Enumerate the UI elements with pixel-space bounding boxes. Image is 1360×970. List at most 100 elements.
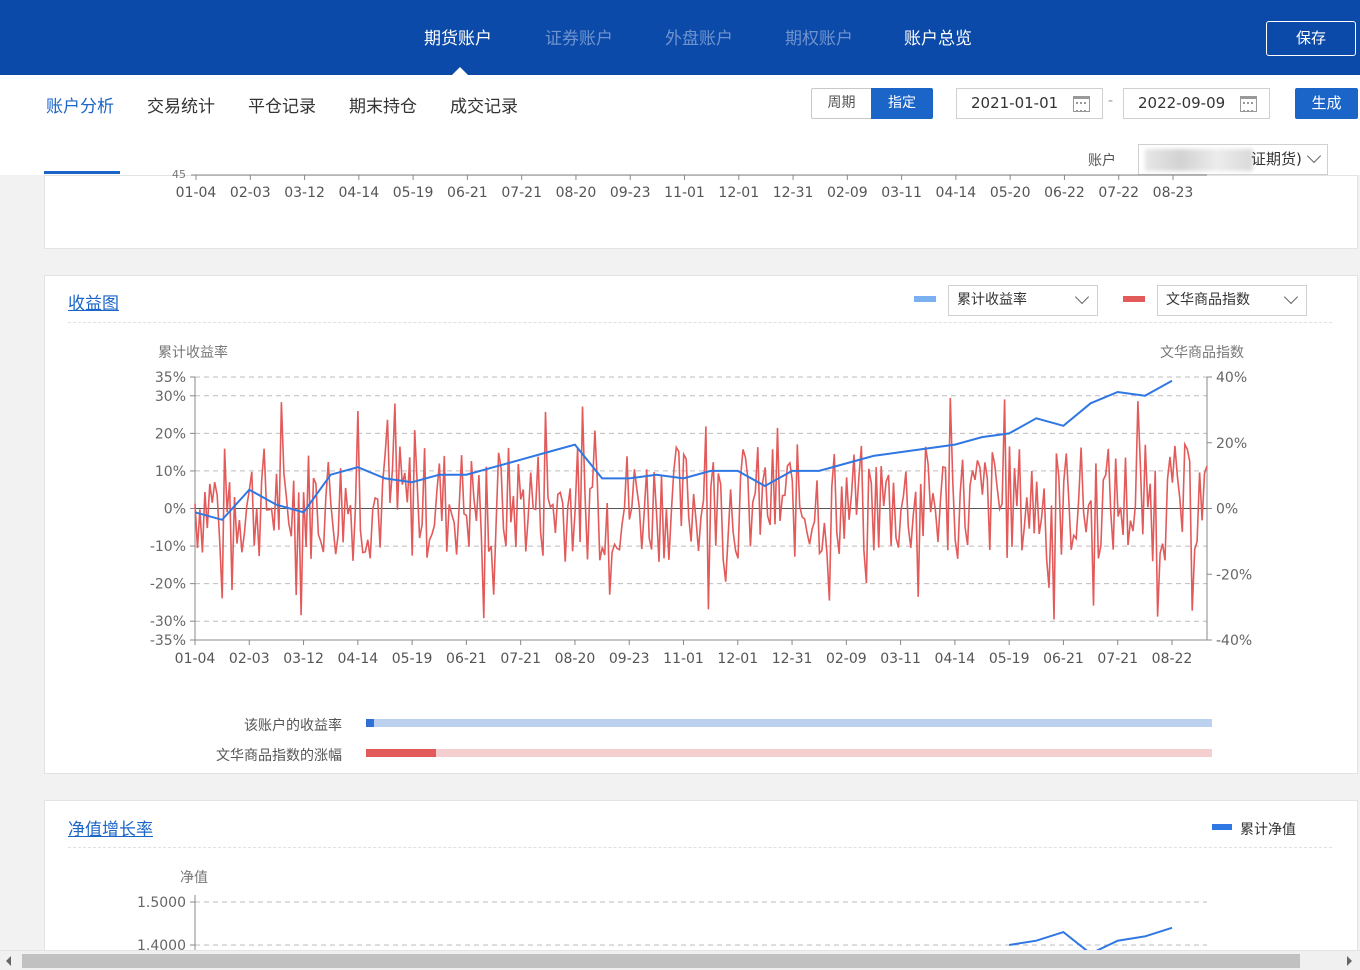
start-date-input[interactable]: 2021-01-01	[956, 88, 1103, 119]
x-tick-label: 12-01	[717, 651, 758, 667]
x-tick-label: 02-09	[827, 185, 868, 201]
y-left-tick-label: 20%	[155, 426, 186, 442]
end-date-value: 2022-09-09	[1138, 94, 1226, 112]
x-tick-label: 07-21	[500, 651, 541, 667]
subtab-trade-records[interactable]: 成交记录	[450, 97, 518, 117]
x-tick-label: 02-03	[230, 185, 271, 201]
x-tick-label: 04-14	[338, 185, 379, 201]
x-tick-label: 04-14	[936, 185, 977, 201]
x-tick-label: 12-31	[773, 185, 814, 201]
period-toggle-button[interactable]: 周期	[811, 88, 872, 119]
x-tick-label: 06-21	[446, 651, 487, 667]
y-right-axis-title: 文华商品指数	[1160, 345, 1244, 361]
y-right-tick-label: 0%	[1216, 502, 1238, 518]
legend-swatch-net-value	[1212, 824, 1232, 830]
returns-card-title[interactable]: 收益图	[68, 294, 119, 314]
y-left-tick-label: -20%	[150, 577, 186, 593]
y-right-tick-label: -40%	[1216, 633, 1252, 649]
x-tick-label: 06-21	[447, 185, 488, 201]
account-select-value: 证期货)	[1251, 150, 1302, 168]
y-left-tick-label: 0%	[164, 502, 186, 518]
net-value-card	[44, 800, 1358, 970]
x-tick-label: 04-14	[337, 651, 378, 667]
return-series-select-value: 累计收益率	[957, 292, 1027, 308]
x-tick-label: 05-19	[989, 651, 1030, 667]
date-separator: -	[1108, 93, 1114, 109]
y-left-tick-label: -30%	[150, 614, 186, 630]
card-divider	[68, 847, 1332, 848]
cumulative-return-line	[194, 379, 1173, 521]
x-tick-label: 02-09	[826, 651, 867, 667]
index-series-select[interactable]: 文华商品指数	[1157, 285, 1307, 316]
x-tick-label: 03-12	[283, 651, 324, 667]
index-series-line	[194, 397, 1208, 620]
tab-futures-account[interactable]: 期货账户	[424, 29, 492, 49]
subtab-account-analysis[interactable]: 账户分析	[46, 97, 114, 117]
save-button[interactable]: 保存	[1266, 21, 1356, 56]
x-tick-label: 05-19	[392, 651, 433, 667]
chevron-down-icon	[1306, 148, 1322, 164]
subtab-active-underline	[44, 171, 120, 174]
calendar-icon	[1240, 96, 1257, 112]
x-tick-label: 09-23	[610, 185, 651, 201]
x-tick-label: 08-20	[555, 651, 596, 667]
y-right-tick-label: 20%	[1216, 436, 1247, 452]
y-left-tick-label: -10%	[150, 539, 186, 555]
x-tick-label: 03-12	[284, 185, 325, 201]
subtab-trade-stats[interactable]: 交易统计	[147, 97, 215, 117]
tab-foreign-account[interactable]: 外盘账户	[665, 29, 733, 49]
returns-chart: 35% 30% 20% 10% 0% -10% -20% -30% -35% 40% 20% 0% -2…	[150, 370, 1252, 667]
generate-button[interactable]: 生成	[1295, 88, 1358, 119]
index-series-select-value: 文华商品指数	[1166, 292, 1250, 308]
top-chart-axis: 45 01-04 02-03 03-12 04-14 05-19 06-21 07-21 08-…	[172, 170, 1207, 201]
y-left-axis-title: 累计收益率	[158, 345, 228, 361]
x-tick-label: 05-19	[393, 185, 434, 201]
tab-options-account[interactable]: 期权账户	[785, 29, 853, 49]
x-tick-label: 07-21	[1097, 651, 1138, 667]
scroll-left-icon[interactable]	[6, 956, 11, 966]
legend-swatch-return	[914, 296, 936, 302]
scroll-right-icon[interactable]	[1347, 956, 1352, 966]
tab-securities-account[interactable]: 证券账户	[545, 29, 613, 49]
top-chart-card	[44, 175, 1358, 249]
card-divider	[68, 322, 1332, 323]
y-left-tick-label: 30%	[155, 389, 186, 405]
account-label: 账户	[1088, 153, 1116, 169]
y-right-tick-label: -20%	[1216, 567, 1252, 583]
x-tick-label: 03-11	[881, 185, 922, 201]
x-tick-label: 08-22	[1152, 651, 1193, 667]
scrollbar-thumb[interactable]	[22, 954, 1300, 968]
y-right-tick-label: 40%	[1216, 370, 1247, 386]
x-tick-label: 03-11	[880, 651, 921, 667]
active-tab-indicator	[452, 67, 468, 75]
end-date-input[interactable]: 2022-09-09	[1123, 88, 1270, 119]
subtab-close-records[interactable]: 平仓记录	[248, 97, 316, 117]
calendar-icon	[1073, 96, 1090, 112]
y-left-tick-label: -35%	[150, 633, 186, 649]
x-tick-label: 02-03	[229, 651, 270, 667]
top-nav-tabs: 期货账户 证券账户 外盘账户 期权账户 账户总览	[0, 0, 1360, 75]
y-left-tick-label: 35%	[155, 370, 186, 386]
x-tick-label: 05-20	[990, 185, 1031, 201]
net-value-line	[1009, 926, 1173, 950]
account-return-bar	[366, 719, 1212, 727]
return-series-select[interactable]: 累计收益率	[948, 285, 1098, 316]
account-select[interactable]: 证期货)	[1138, 144, 1328, 175]
redacted-account-name	[1145, 149, 1253, 171]
net-value-card-title[interactable]: 净值增长率	[68, 820, 153, 840]
account-return-bar-label: 该账户的收益率	[244, 718, 342, 734]
x-tick-label: 08-20	[556, 185, 597, 201]
account-return-bar-fill	[366, 719, 375, 727]
tab-account-overview[interactable]: 账户总览	[904, 29, 972, 49]
horizontal-scrollbar[interactable]	[0, 950, 1360, 970]
x-tick-label: 06-22	[1044, 185, 1085, 201]
y-left-tick-label: 10%	[155, 464, 186, 480]
net-value-y-title: 净值	[180, 870, 208, 886]
custom-range-toggle-button[interactable]: 指定	[871, 88, 933, 119]
chevron-down-icon	[1283, 289, 1299, 305]
x-tick-label: 04-14	[935, 651, 976, 667]
x-tick-label: 06-21	[1043, 651, 1084, 667]
x-tick-label: 12-01	[718, 185, 759, 201]
subtab-end-positions[interactable]: 期末持仓	[349, 97, 417, 117]
chevron-down-icon	[1074, 289, 1090, 305]
